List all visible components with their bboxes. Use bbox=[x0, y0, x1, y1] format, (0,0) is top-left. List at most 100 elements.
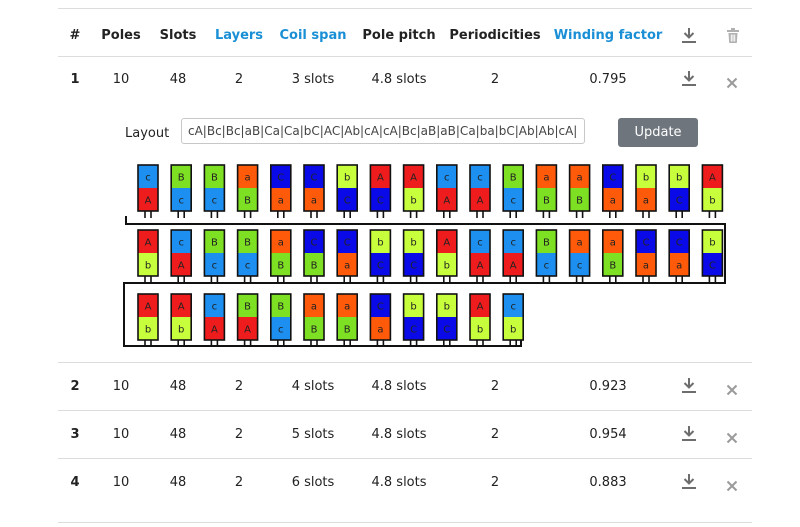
slot-coil: Bc bbox=[203, 164, 226, 218]
row-pole-pitch: 4.8 slots bbox=[371, 379, 427, 394]
coil-phase-label: B bbox=[510, 173, 517, 184]
slot-coil: aB bbox=[236, 164, 259, 218]
close-icon[interactable] bbox=[726, 480, 738, 492]
download-icon[interactable] bbox=[681, 70, 697, 88]
update-button[interactable]: Update bbox=[618, 118, 698, 147]
coil-layer bbox=[204, 230, 225, 253]
coil-layer bbox=[503, 165, 524, 188]
coil-outline bbox=[369, 229, 392, 277]
coil-layer bbox=[569, 165, 590, 188]
row-periodicities: 2 bbox=[490, 427, 500, 442]
coil-layer bbox=[702, 253, 723, 276]
coil-phase-label: b bbox=[178, 325, 184, 336]
coil-phase-label: B bbox=[244, 196, 251, 207]
layout-input[interactable] bbox=[181, 118, 585, 144]
close-icon[interactable] bbox=[726, 432, 738, 444]
coil-outline bbox=[568, 164, 591, 212]
coil-layer bbox=[702, 165, 723, 188]
close-icon[interactable] bbox=[726, 384, 738, 396]
coil-phase-label: A bbox=[244, 325, 251, 336]
row-poles: 10 bbox=[112, 72, 130, 87]
coil-phase-label: A bbox=[178, 302, 185, 313]
coil-phase-label: b bbox=[676, 173, 682, 184]
trash-icon[interactable] bbox=[726, 28, 740, 44]
row-pole-pitch: 4.8 slots bbox=[371, 475, 427, 490]
slot-coil: bC bbox=[402, 293, 425, 347]
coil-layer bbox=[569, 188, 590, 211]
coil-layer bbox=[403, 294, 424, 317]
coil-layer bbox=[669, 165, 690, 188]
coil-phase-label: c bbox=[444, 173, 450, 184]
row-slots: 48 bbox=[169, 475, 187, 490]
coil-phase-label: C bbox=[344, 238, 351, 249]
download-all-icon[interactable] bbox=[681, 27, 697, 45]
header-pole-pitch[interactable]: Pole pitch bbox=[362, 28, 436, 43]
coil-phase-label: B bbox=[277, 302, 284, 313]
coil-layer bbox=[602, 165, 623, 188]
coil-phase-label: c bbox=[212, 302, 218, 313]
slot-coil: Ca bbox=[601, 164, 624, 218]
coil-layer bbox=[602, 188, 623, 211]
coil-lead bbox=[476, 276, 484, 283]
coil-phase-label: a bbox=[543, 173, 549, 184]
coil-phase-label: a bbox=[643, 261, 649, 272]
coil-lead bbox=[409, 276, 418, 283]
coil-outline bbox=[535, 164, 558, 212]
download-icon[interactable] bbox=[681, 473, 697, 491]
coil-lead bbox=[642, 211, 650, 218]
coil-phase-label: B bbox=[311, 325, 318, 336]
header-winding-factor[interactable]: Winding factor bbox=[553, 28, 663, 43]
coil-phase-label: C bbox=[377, 196, 384, 207]
slot-coil: BA bbox=[236, 293, 259, 347]
coil-layer bbox=[636, 230, 656, 253]
coil-layer bbox=[138, 294, 158, 317]
coil-layer bbox=[171, 230, 192, 253]
coil-outline bbox=[170, 293, 192, 341]
coil-outline bbox=[435, 164, 458, 212]
slot-coil: cA bbox=[469, 164, 491, 218]
coil-phase-label: B bbox=[576, 196, 583, 207]
download-icon[interactable] bbox=[681, 425, 697, 443]
coil-lead bbox=[542, 211, 551, 218]
coil-layer bbox=[171, 165, 192, 188]
slot-coil: aB bbox=[568, 164, 591, 218]
slot-coil: Ca bbox=[269, 164, 292, 218]
download-icon[interactable] bbox=[681, 377, 697, 395]
coil-phase-label: A bbox=[145, 238, 152, 249]
coil-lead bbox=[476, 211, 484, 218]
coil-outline bbox=[269, 164, 292, 212]
header-poles[interactable]: Poles bbox=[101, 28, 141, 43]
header-coil-span[interactable]: Coil span bbox=[279, 28, 347, 43]
coil-outline bbox=[502, 229, 525, 277]
coil-phase-label: b bbox=[145, 261, 151, 272]
coil-layer bbox=[337, 253, 358, 276]
coil-outline bbox=[236, 229, 259, 277]
coil-phase-label: C bbox=[643, 238, 650, 249]
coil-layer bbox=[436, 188, 457, 211]
header-slots[interactable]: Slots bbox=[159, 28, 197, 43]
header-index: # bbox=[69, 28, 81, 43]
coil-lead bbox=[509, 340, 517, 347]
coil-lead bbox=[708, 276, 717, 283]
slot-coil: Ab bbox=[435, 229, 458, 283]
coil-layer bbox=[304, 188, 324, 211]
coil-lead bbox=[675, 211, 683, 218]
coil-phase-label: c bbox=[577, 261, 583, 272]
slot-coil: bC bbox=[668, 164, 691, 218]
row-slots: 48 bbox=[169, 379, 187, 394]
coil-layer bbox=[237, 188, 258, 211]
header-layers[interactable]: Layers bbox=[214, 28, 264, 43]
coil-phase-label: a bbox=[610, 196, 616, 207]
coil-lead bbox=[210, 276, 219, 283]
coil-phase-label: a bbox=[344, 261, 350, 272]
header-periodicities[interactable]: Periodicities bbox=[449, 28, 541, 43]
coil-layer bbox=[602, 253, 623, 276]
coil-layer bbox=[602, 230, 623, 253]
close-icon[interactable] bbox=[726, 77, 738, 89]
coil-phase-label: B bbox=[244, 302, 251, 313]
coil-lead bbox=[376, 340, 385, 347]
coil-phase-label: C bbox=[311, 238, 318, 249]
row-pole-pitch: 4.8 slots bbox=[371, 72, 427, 87]
coil-outline bbox=[170, 164, 192, 212]
coil-layer bbox=[270, 165, 291, 188]
